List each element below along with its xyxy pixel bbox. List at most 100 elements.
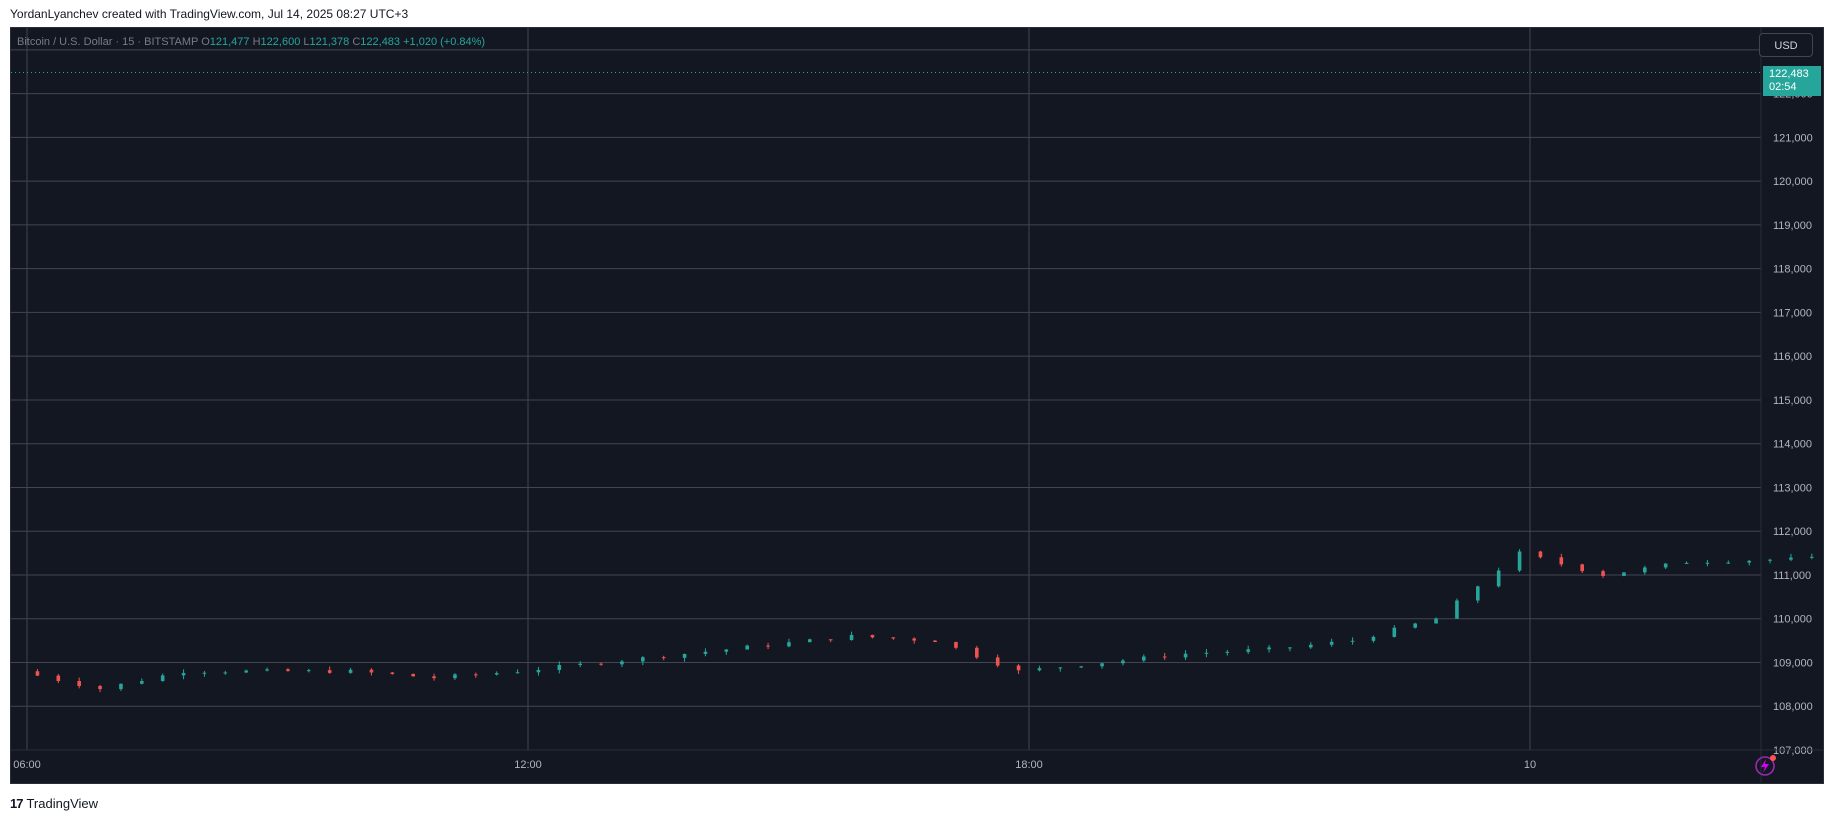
y-tick-label: 118,000 xyxy=(1773,264,1812,276)
candle-body xyxy=(1768,559,1772,561)
candle-body xyxy=(35,671,40,676)
candle-body xyxy=(661,657,666,659)
symbol-legend[interactable]: Bitcoin / U.S. Dollar · 15 · BITSTAMP O1… xyxy=(17,36,485,48)
symbol-name: Bitcoin / U.S. Dollar · 15 · BITSTAMP xyxy=(17,36,199,48)
candle-body xyxy=(745,645,749,650)
candle-body xyxy=(995,657,1000,666)
candle-body xyxy=(1726,562,1731,564)
bar-countdown: 02:54 xyxy=(1769,80,1797,93)
candle-body xyxy=(98,686,102,690)
candle-body xyxy=(1810,556,1814,558)
candle-body xyxy=(1622,572,1626,576)
candle-body xyxy=(1329,641,1334,645)
candle-body xyxy=(975,647,979,658)
candle-body xyxy=(1058,667,1063,669)
candle-body xyxy=(1121,660,1125,664)
candle-body xyxy=(56,675,61,681)
candle-body xyxy=(1225,651,1230,653)
candle-body xyxy=(620,661,624,665)
high-label: H xyxy=(252,36,261,48)
candle-body xyxy=(1476,586,1480,601)
candle-body xyxy=(348,669,353,673)
candle-body xyxy=(1142,656,1146,661)
footer-brand[interactable]: 17 TradingView xyxy=(10,796,98,811)
high-value: 122,600 xyxy=(260,36,301,48)
candle-body xyxy=(515,672,520,674)
candle-body xyxy=(1100,663,1104,667)
candle-body xyxy=(432,676,436,679)
candle-body xyxy=(411,673,415,677)
candle-body xyxy=(307,670,311,672)
candle-body xyxy=(1371,636,1376,641)
chart-attribution: YordanLyanchev created with TradingView.… xyxy=(10,7,409,21)
candle-body xyxy=(536,669,541,673)
candle-body xyxy=(1747,560,1751,563)
y-tick-label: 112,000 xyxy=(1773,526,1812,538)
candle-body xyxy=(1538,551,1543,558)
candle-body xyxy=(1601,571,1605,576)
y-tick-label: 110,000 xyxy=(1773,614,1812,626)
x-tick-label: 18:00 xyxy=(1015,759,1043,771)
candle-body xyxy=(1079,666,1083,668)
candle-body xyxy=(77,680,81,687)
currency-button[interactable]: USD xyxy=(1759,33,1813,57)
candle-body xyxy=(286,669,290,672)
candle-body xyxy=(1434,618,1438,624)
candle-body xyxy=(202,672,207,674)
candle-body xyxy=(954,642,958,648)
candle-body xyxy=(1705,562,1710,564)
chart-area[interactable]: 123,000122,000121,000120,000119,000118,0… xyxy=(10,27,1824,784)
candle-body xyxy=(1684,562,1689,564)
lightning-bolt-icon[interactable] xyxy=(1753,752,1779,778)
candle-body xyxy=(1643,567,1647,573)
candle-body xyxy=(766,645,770,647)
tradingview-logo-icon: 17 xyxy=(10,796,24,811)
candle-body xyxy=(265,669,269,671)
candle-body xyxy=(1016,665,1021,671)
candle-body xyxy=(1517,551,1522,571)
y-tick-label: 116,000 xyxy=(1773,351,1812,363)
candle-body xyxy=(390,672,395,674)
x-tick-label: 06:00 xyxy=(13,759,41,771)
candle-body xyxy=(494,673,499,675)
candle-body xyxy=(453,674,457,679)
candle-body xyxy=(1183,653,1188,658)
candle-body xyxy=(1663,563,1668,568)
y-tick-label: 109,000 xyxy=(1773,657,1813,669)
candle-body xyxy=(557,665,562,670)
candle-body xyxy=(1350,640,1355,642)
x-tick-label: 10 xyxy=(1524,759,1536,771)
open-value: 121,477 xyxy=(209,36,250,48)
open-label: O xyxy=(201,36,210,48)
x-tick-label: 12:00 xyxy=(514,759,542,771)
y-tick-label: 114,000 xyxy=(1773,439,1812,451)
candle-body xyxy=(703,651,708,654)
y-tick-label: 107,000 xyxy=(1773,745,1813,757)
candle-body xyxy=(808,639,812,643)
candle-body xyxy=(369,669,374,673)
candle-body xyxy=(828,639,833,641)
y-tick-label: 121,000 xyxy=(1773,132,1813,144)
y-tick-label: 113,000 xyxy=(1773,482,1812,494)
candle-body xyxy=(724,649,729,652)
candlestick-chart[interactable]: 123,000122,000121,000120,000119,000118,0… xyxy=(11,28,1823,783)
candle-body xyxy=(641,657,645,662)
y-tick-label: 108,000 xyxy=(1773,701,1813,713)
candle-body xyxy=(682,653,687,658)
y-tick-label: 119,000 xyxy=(1773,220,1812,232)
last-price-label: 122,483 02:54 xyxy=(1763,65,1821,96)
candle-body xyxy=(1580,564,1584,572)
candle-body xyxy=(1496,570,1501,587)
y-tick-label: 115,000 xyxy=(1773,395,1812,407)
candle-body xyxy=(1455,600,1459,619)
candle-body xyxy=(181,673,186,676)
y-tick-label: 120,000 xyxy=(1773,176,1813,188)
candle-body xyxy=(1204,652,1209,654)
candle-body xyxy=(912,638,916,641)
footer-brand-name: TradingView xyxy=(26,796,99,811)
last-price-value: 122,483 xyxy=(1769,67,1809,80)
candle-body xyxy=(787,642,791,647)
candle-body xyxy=(119,683,123,690)
candle-body xyxy=(1288,647,1292,649)
candle-body xyxy=(1309,644,1313,648)
